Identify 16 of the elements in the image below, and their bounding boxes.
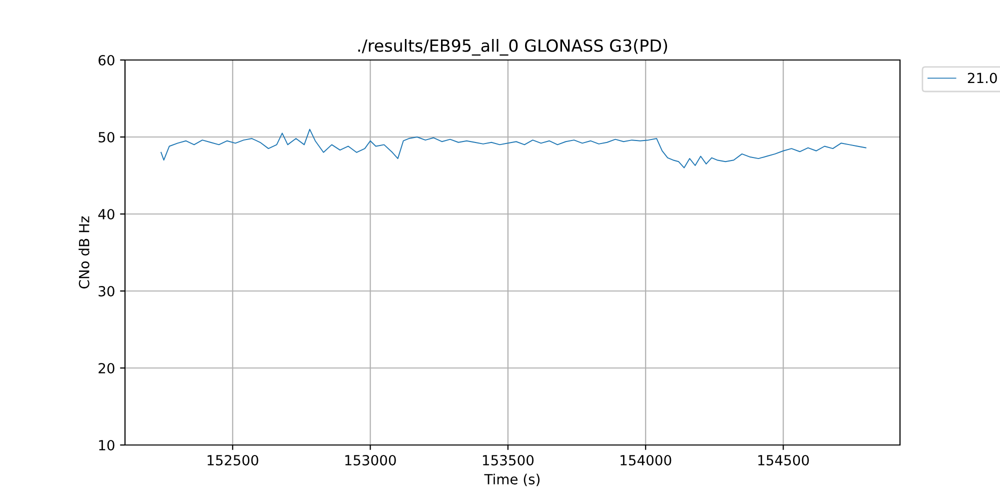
legend-label: 21.0 [968,72,997,84]
x-tick-label: 154000 [620,454,672,466]
y-tick-label: 10 [99,440,114,450]
y-tick-label: 50 [98,132,114,142]
x-tick-label: 154500 [758,454,809,466]
x-tick-label: 152500 [208,454,258,466]
y-tick-label: 20 [98,362,114,374]
x-tick-label: 153000 [345,454,396,466]
x-axis-title: Time (s) [484,474,540,486]
y-axis-title: CNo dB Hz [78,216,90,288]
y-tick-label: 60 [98,54,114,66]
x-tick-label: 153500 [482,454,534,466]
chart-title: ./results/EB95_all_0 GLONASS G3(PD) [358,39,668,56]
y-tick-label: 40 [98,208,114,220]
line-series [160,128,866,168]
y-tick-label: 30 [98,286,114,296]
